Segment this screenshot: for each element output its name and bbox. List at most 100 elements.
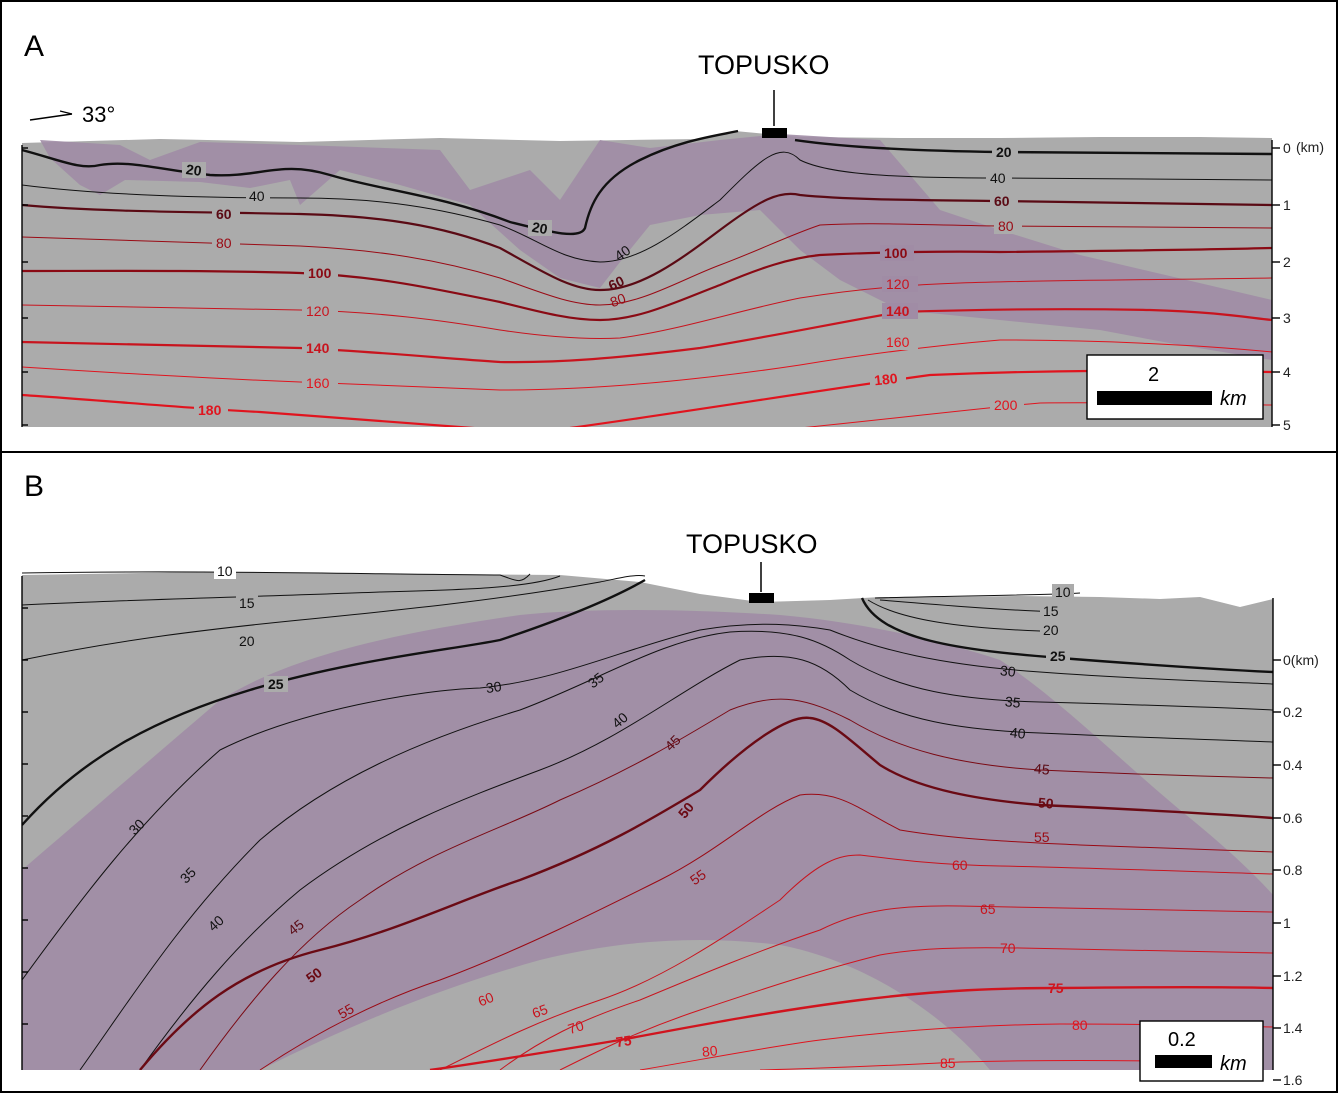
label-a-160-1: 160 <box>306 375 330 391</box>
label-b-75-2: 75 <box>1048 980 1064 996</box>
label-b-55-3: 55 <box>1034 829 1050 845</box>
label-a-60-2: 60 <box>606 272 627 293</box>
label-b-10-2: 10 <box>1055 584 1071 600</box>
panel-b-letter: B <box>24 470 44 503</box>
label-b-20-2: 20 <box>1043 622 1059 638</box>
panel-b-depth-tick-5: 1 <box>1283 915 1291 931</box>
contour-a-100 <box>22 246 1272 322</box>
panel-b-depth-tick-3: 0.6 <box>1283 810 1303 826</box>
panel-b-scale-bar: 0.2 km <box>1139 1020 1264 1082</box>
panel-a-contour-labels: 20 20 20 40 40 40 60 60 60 80 80 80 100 … <box>182 144 1024 418</box>
label-b-10-1: 10 <box>217 563 233 579</box>
panel-a: 20 20 20 40 40 40 60 60 60 80 80 80 100 … <box>20 30 1324 433</box>
contour-b-20-right <box>867 599 1041 632</box>
label-a-100-2: 100 <box>884 245 908 261</box>
panel-a-left-axis <box>21 145 28 427</box>
panel-a-depth-tick-1: 1 <box>1283 197 1291 213</box>
label-b-65-2: 65 <box>980 901 996 917</box>
panel-a-thermal-anomaly <box>40 134 1272 360</box>
contour-b-25 <box>22 578 646 826</box>
panel-a-depth-tick-3: 3 <box>1283 310 1291 326</box>
label-b-15-2: 15 <box>1043 603 1059 619</box>
contour-b-70 <box>559 947 1273 1070</box>
label-a-120-2: 120 <box>886 276 910 292</box>
label-a-80-3: 80 <box>998 218 1014 234</box>
panel-a-scale-unit: km <box>1220 388 1247 410</box>
panel-b-depth-tick-7: 1.4 <box>1283 1020 1303 1036</box>
panel-a-scale-bar-rect <box>1097 391 1212 405</box>
label-b-45-3: 45 <box>1033 760 1050 777</box>
label-a-80-1: 80 <box>216 235 232 251</box>
panel-a-site-name: TOPUSKO <box>698 50 830 80</box>
label-a-60-1: 60 <box>216 206 232 222</box>
label-b-25-2: 25 <box>1050 648 1066 664</box>
panel-b-contour-labels: 10 10 15 15 20 20 25 25 30 30 30 35 35 3… <box>125 563 1088 1071</box>
orientation-arrow-icon <box>29 113 73 121</box>
label-b-35-3: 35 <box>1004 693 1021 711</box>
label-b-30-3: 30 <box>999 662 1016 680</box>
panel-b-thermal-anomaly <box>22 610 1273 1070</box>
label-a-20-1: 20 <box>185 161 203 179</box>
contour-b-50 <box>139 716 1273 1070</box>
label-a-140-1: 140 <box>306 340 330 356</box>
label-a-180-2: 180 <box>873 370 898 388</box>
contour-b-15-right <box>879 599 1061 613</box>
contour-b-15 <box>22 575 561 606</box>
panel-a-depth-unit: (km) <box>1296 139 1324 155</box>
label-b-40-3: 40 <box>1009 724 1026 742</box>
panel-a-depth-tick-2: 2 <box>1283 254 1291 270</box>
label-a-200: 200 <box>994 397 1018 413</box>
panel-a-site-marker <box>762 128 787 138</box>
panel-b: 10 10 15 15 20 20 25 25 30 30 30 35 35 3… <box>21 470 1319 1088</box>
panel-b-site-marker <box>749 593 774 603</box>
contour-b-10 <box>22 571 531 581</box>
panel-b-depth-tick-8: 1.6 <box>1283 1072 1303 1088</box>
label-b-55-1: 55 <box>335 1000 357 1022</box>
panel-b-depth-tick-1: 0.2 <box>1283 704 1303 720</box>
contour-b-55 <box>259 793 1273 1070</box>
label-b-70-1: 70 <box>566 1017 586 1037</box>
contour-b-60 <box>439 854 1273 1070</box>
panel-b-depth-tick-6: 1.2 <box>1283 968 1303 984</box>
label-a-160-2: 160 <box>886 334 910 350</box>
label-b-70-2: 70 <box>1000 940 1016 956</box>
label-a-40-1: 40 <box>249 188 265 204</box>
panel-a-depth-tick-0: 0 <box>1283 140 1291 156</box>
label-a-120-1: 120 <box>306 303 330 319</box>
contour-b-75 <box>429 986 1273 1070</box>
contour-b-20 <box>22 575 646 661</box>
label-a-180-1: 180 <box>198 402 222 418</box>
contour-b-45 <box>199 698 1273 1070</box>
label-a-20-3: 20 <box>996 144 1012 160</box>
label-b-20-1: 20 <box>239 633 255 649</box>
panel-b-site-name: TOPUSKO <box>686 529 818 559</box>
contour-a-20 <box>22 129 739 236</box>
panel-b-depth-tick-4: 0.8 <box>1283 862 1303 878</box>
label-b-80-1: 80 <box>701 1042 718 1060</box>
label-b-15-1: 15 <box>239 595 255 611</box>
contour-b-30 <box>22 623 1273 981</box>
contour-a-160 <box>22 339 1272 391</box>
panel-b-left-axis <box>21 576 28 1070</box>
label-a-80-2: 80 <box>608 290 628 310</box>
panel-b-scale-bar-rect <box>1155 1055 1212 1068</box>
label-a-20-2: 20 <box>531 219 549 237</box>
contour-b-40 <box>139 655 1273 1070</box>
label-b-50-3: 50 <box>1037 794 1054 811</box>
contour-a-140 <box>22 308 1272 364</box>
panel-a-letter: A <box>24 30 44 63</box>
label-b-80-2: 80 <box>1072 1017 1088 1033</box>
panel-b-depth-tick-2: 0.4 <box>1283 757 1303 773</box>
label-b-65-1: 65 <box>530 1001 550 1021</box>
panel-b-scale-value: 0.2 <box>1168 1029 1196 1051</box>
label-b-60-1: 60 <box>476 989 497 1010</box>
panel-a-scale-value: 2 <box>1148 364 1159 386</box>
panel-a-depth-tick-5: 5 <box>1283 417 1291 433</box>
panel-a-scale-bar: 2 km <box>1086 354 1264 420</box>
contour-a-120 <box>22 277 1272 340</box>
label-b-85: 85 <box>940 1055 956 1071</box>
label-a-100-1: 100 <box>308 265 332 281</box>
contour-b-65 <box>499 905 1273 1070</box>
panel-a-depth-tick-4: 4 <box>1283 364 1291 380</box>
